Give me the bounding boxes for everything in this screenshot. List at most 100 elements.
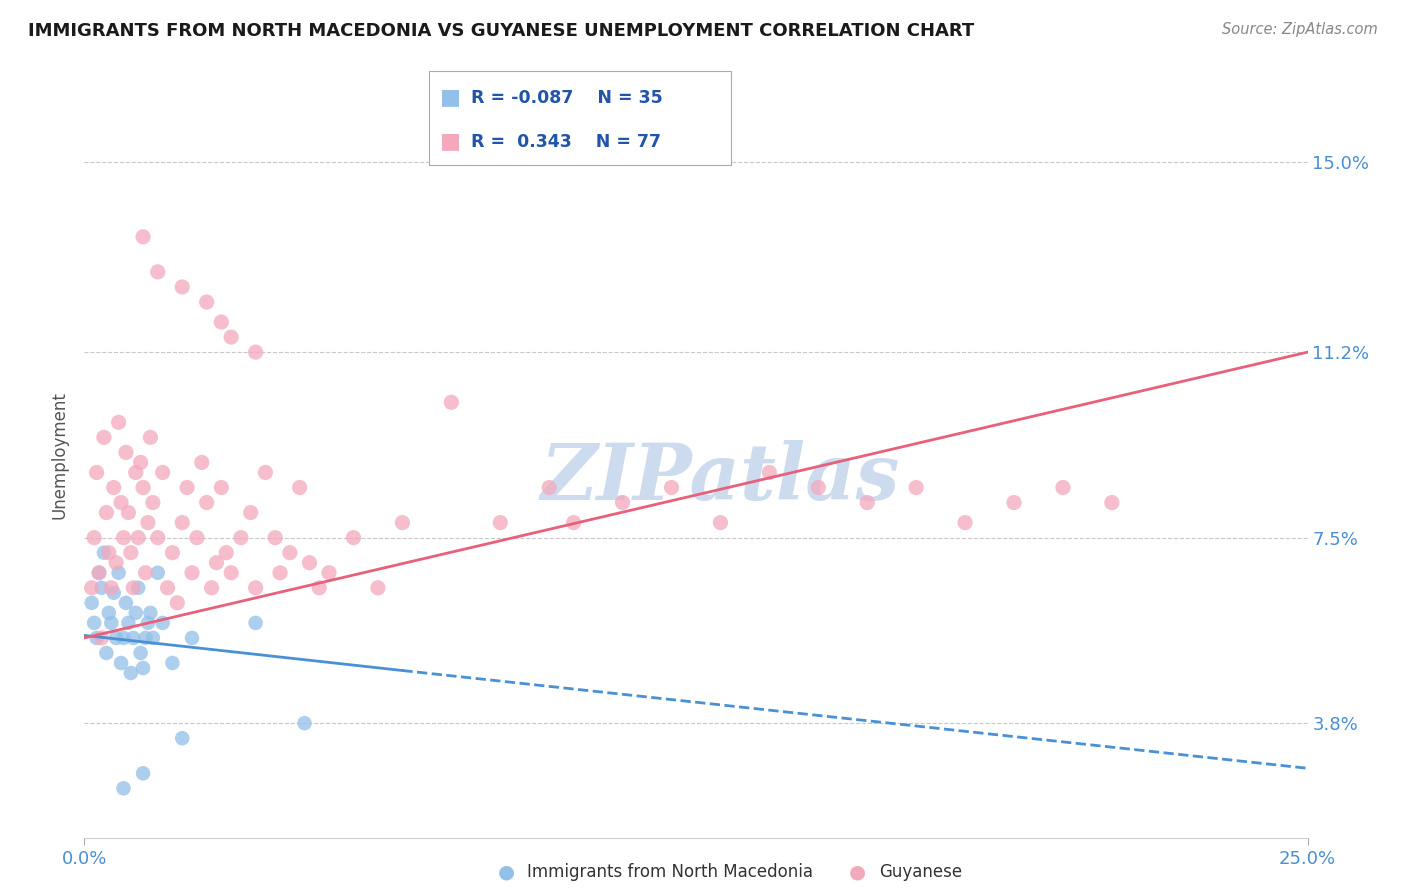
Point — [90, 631, 112, 645]
Point — [132, 766, 155, 780]
Point — [132, 229, 155, 244]
Point — [96, 646, 118, 660]
Point — [129, 646, 152, 660]
Point — [122, 631, 145, 645]
Point — [367, 581, 389, 595]
Point — [288, 481, 311, 495]
Point — [562, 516, 585, 530]
Text: Immigrants from North Macedonia: Immigrants from North Macedonia — [527, 863, 813, 881]
Point — [953, 516, 976, 530]
Point — [132, 661, 155, 675]
Point — [308, 581, 330, 595]
Point — [87, 566, 110, 580]
Point — [125, 466, 148, 480]
Point — [205, 556, 228, 570]
Point — [96, 506, 118, 520]
Point — [172, 280, 194, 294]
Point — [162, 656, 184, 670]
Point — [97, 606, 120, 620]
Point — [269, 566, 291, 580]
Point — [807, 481, 830, 495]
Point — [209, 315, 232, 329]
Point — [1101, 495, 1123, 509]
Point — [86, 466, 108, 480]
Point — [93, 546, 115, 560]
Point — [856, 495, 879, 509]
Point — [186, 531, 208, 545]
Point — [83, 531, 105, 545]
Y-axis label: Unemployment: Unemployment — [51, 391, 69, 519]
Point — [105, 556, 128, 570]
Point — [103, 481, 125, 495]
Point — [112, 631, 135, 645]
Point — [245, 345, 267, 359]
Point — [135, 566, 157, 580]
Point — [136, 516, 159, 530]
Point — [125, 606, 148, 620]
Point — [758, 466, 780, 480]
Point — [278, 546, 301, 560]
Point — [117, 615, 139, 630]
Point — [120, 546, 142, 560]
Point — [219, 330, 242, 344]
Point — [107, 566, 129, 580]
Point — [709, 516, 731, 530]
Point — [115, 445, 138, 459]
Text: ■: ■ — [440, 132, 461, 152]
Point — [318, 566, 340, 580]
Point — [136, 615, 159, 630]
Point — [219, 566, 242, 580]
Point — [139, 430, 162, 444]
Point — [905, 481, 928, 495]
Point — [90, 581, 112, 595]
Point — [120, 666, 142, 681]
Point — [298, 556, 321, 570]
Point — [112, 531, 135, 545]
Point — [146, 265, 169, 279]
Point — [146, 566, 169, 580]
Point — [135, 631, 157, 645]
Point — [209, 481, 232, 495]
Point — [132, 481, 155, 495]
Point — [110, 656, 132, 670]
Text: ●: ● — [498, 863, 515, 882]
Point — [142, 631, 165, 645]
Point — [87, 566, 110, 580]
Point — [156, 581, 179, 595]
Point — [142, 495, 165, 509]
Point — [195, 495, 218, 509]
Point — [172, 516, 194, 530]
Text: IMMIGRANTS FROM NORTH MACEDONIA VS GUYANESE UNEMPLOYMENT CORRELATION CHART: IMMIGRANTS FROM NORTH MACEDONIA VS GUYAN… — [28, 22, 974, 40]
Point — [215, 546, 238, 560]
Point — [139, 606, 162, 620]
Point — [115, 596, 138, 610]
Point — [264, 531, 287, 545]
Text: ●: ● — [849, 863, 866, 882]
Point — [117, 506, 139, 520]
Point — [93, 430, 115, 444]
Text: R = -0.087    N = 35: R = -0.087 N = 35 — [471, 88, 662, 106]
Point — [86, 631, 108, 645]
Text: ■: ■ — [440, 87, 461, 108]
Point — [391, 516, 413, 530]
Point — [129, 455, 152, 469]
Point — [181, 566, 204, 580]
Point — [100, 615, 122, 630]
Point — [176, 481, 198, 495]
Point — [105, 631, 128, 645]
Point — [229, 531, 252, 545]
Point — [612, 495, 634, 509]
Point — [200, 581, 222, 595]
Point — [254, 466, 277, 480]
Point — [342, 531, 364, 545]
Point — [152, 615, 174, 630]
Point — [661, 481, 683, 495]
Point — [112, 781, 135, 796]
Point — [83, 615, 105, 630]
Text: Guyanese: Guyanese — [879, 863, 962, 881]
Point — [127, 531, 149, 545]
Point — [172, 731, 194, 746]
Point — [162, 546, 184, 560]
Point — [538, 481, 561, 495]
Point — [440, 395, 463, 409]
